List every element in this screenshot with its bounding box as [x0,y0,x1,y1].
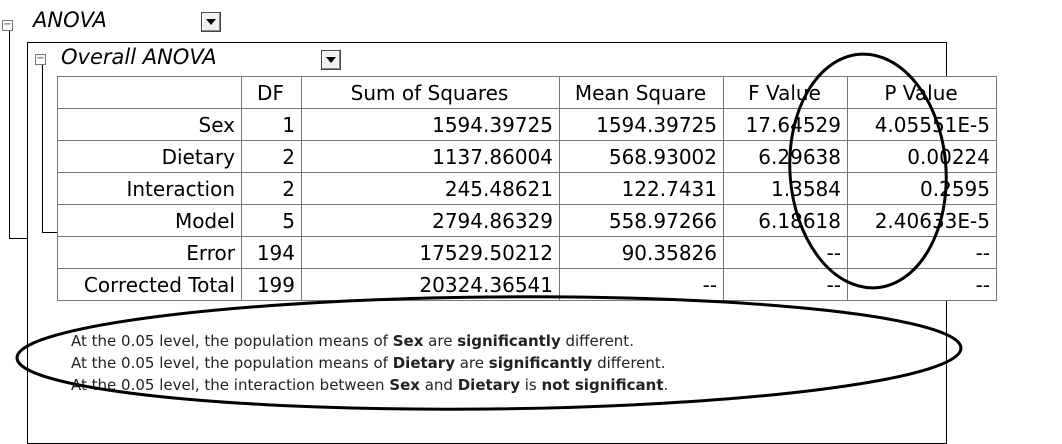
overall-anova-dropdown-button[interactable] [321,50,341,70]
note-text: At the 0.05 level, the interaction betwe… [71,376,390,394]
p-value-cell: 0.2595 [847,172,997,205]
mean-square-cell: 1594.39725 [559,108,724,141]
note-text: are [454,354,489,372]
significance-notes: At the 0.05 level, the population means … [71,330,668,396]
f-value-cell: 6.18618 [723,204,848,237]
note-text: different. [592,354,666,372]
f-value-cell: 6.29638 [723,140,848,173]
note-line: At the 0.05 level, the interaction betwe… [71,374,668,396]
note-line: At the 0.05 level, the population means … [71,330,668,352]
anova-collapse-toggle[interactable]: − [2,19,13,31]
table-row: Model 5 2794.86329 558.97266 6.18618 2.4… [57,204,997,237]
overall-anova-title: Overall ANOVA [61,45,217,69]
note-text: At the 0.05 level, the population means … [71,332,393,350]
df-cell: 199 [241,268,302,301]
note-verdict: significantly [457,332,561,350]
note-text: is [519,376,542,394]
df-cell: 194 [241,236,302,269]
df-cell: 1 [241,108,302,141]
f-value-cell: 1.3584 [723,172,848,205]
note-text: . [663,376,669,394]
column-header-sum-of-squares: Sum of Squares [301,76,560,109]
overall-anova-collapse-toggle[interactable]: − [35,53,46,65]
p-value-cell: -- [847,268,997,301]
table-row: Error 194 17529.50212 90.35826 -- -- [57,236,997,269]
row-source-cell: Corrected Total [57,268,242,301]
df-cell: 2 [241,140,302,173]
note-verdict: significantly [488,354,593,372]
anova-table: DF Sum of Squares Mean Square F Value P … [57,76,997,301]
sum-of-squares-cell: 2794.86329 [301,204,560,237]
note-text: At the 0.05 level, the population means … [71,354,393,372]
row-source-cell: Sex [57,108,242,141]
anova-section-title: ANOVA [33,8,107,32]
row-source-cell: Interaction [57,172,242,205]
mean-square-cell: -- [559,268,724,301]
sum-of-squares-cell: 20324.36541 [301,268,560,301]
tree-connector [42,232,57,233]
row-source-cell: Model [57,204,242,237]
sum-of-squares-cell: 1594.39725 [301,108,560,141]
note-line: At the 0.05 level, the population means … [71,352,668,374]
row-source-cell: Error [57,236,242,269]
row-source-cell: Dietary [57,140,242,173]
table-row: Dietary 2 1137.86004 568.93002 6.29638 0… [57,140,997,173]
mean-square-cell: 122.7431 [559,172,724,205]
note-factor: Dietary [457,376,520,394]
chevron-down-icon [326,57,336,63]
column-header-source [57,76,242,109]
df-cell: 2 [241,172,302,205]
note-verdict: not significant [541,376,664,394]
note-text: different. [560,332,634,350]
note-factor: Sex [389,376,420,394]
p-value-cell: -- [847,236,997,269]
df-cell: 5 [241,204,302,237]
chevron-down-icon [206,19,216,25]
table-header-row: DF Sum of Squares Mean Square F Value P … [57,76,997,109]
note-text: and [419,376,458,394]
column-header-mean-square: Mean Square [559,76,724,109]
anova-dropdown-button[interactable] [201,12,221,32]
p-value-cell: 2.40633E-5 [847,204,997,237]
table-row: Interaction 2 245.48621 122.7431 1.3584 … [57,172,997,205]
mean-square-cell: 558.97266 [559,204,724,237]
note-factor: Sex [392,332,424,350]
mean-square-cell: 90.35826 [559,236,724,269]
f-value-cell: 17.64529 [723,108,848,141]
note-factor: Dietary [392,354,455,372]
mean-square-cell: 568.93002 [559,140,724,173]
sum-of-squares-cell: 1137.86004 [301,140,560,173]
tree-connector [9,31,10,239]
column-header-p-value: P Value [847,76,997,109]
tree-connector [42,65,43,233]
p-value-cell: 4.05551E-5 [847,108,997,141]
p-value-cell: 0.00224 [847,140,997,173]
f-value-cell: -- [723,268,848,301]
table-row: Corrected Total 199 20324.36541 -- -- -- [57,268,997,301]
note-text: are [423,332,458,350]
column-header-f-value: F Value [723,76,848,109]
column-header-df: DF [241,76,302,109]
table-row: Sex 1 1594.39725 1594.39725 17.64529 4.0… [57,108,997,141]
sum-of-squares-cell: 245.48621 [301,172,560,205]
sum-of-squares-cell: 17529.50212 [301,236,560,269]
f-value-cell: -- [723,236,848,269]
